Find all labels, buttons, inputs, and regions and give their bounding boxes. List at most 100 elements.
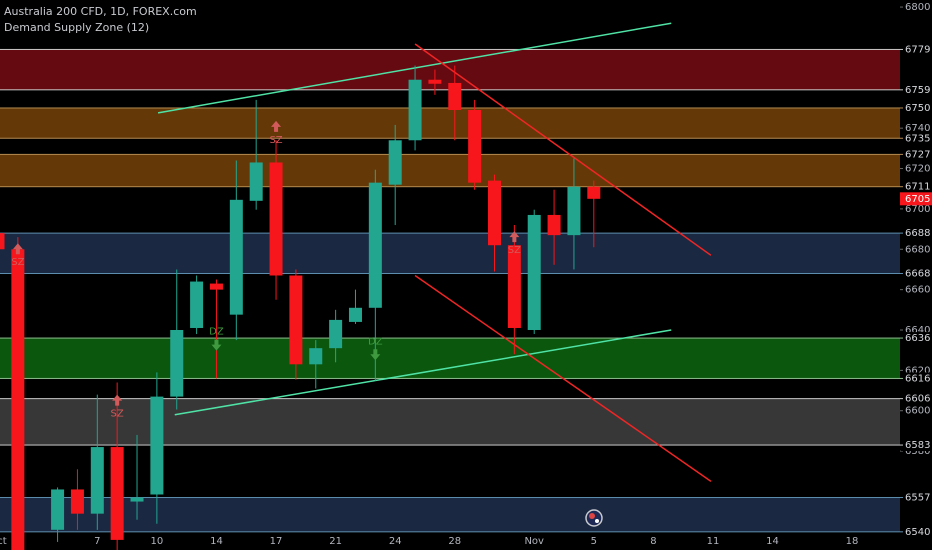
- globe-icon: [585, 509, 603, 527]
- zone-arrow: [509, 231, 520, 243]
- candle-body: [368, 182, 382, 308]
- y-tick-label: 6620: [905, 365, 930, 376]
- zone-edge-label: 6583: [905, 440, 930, 451]
- x-tick-label: Oct: [0, 536, 7, 547]
- candle-body: [170, 330, 184, 397]
- zone-edge-label: 6636: [905, 333, 930, 344]
- last-price-tag: [900, 192, 932, 206]
- zone-label-bg: [901, 132, 932, 145]
- x-tick-label: 14: [766, 536, 779, 547]
- x-tick-label: Nov: [524, 536, 544, 547]
- candle-body: [448, 82, 462, 110]
- zone-label-bg: [901, 43, 932, 56]
- zone-marker-label: DZ: [209, 327, 224, 338]
- candle-body: [269, 162, 283, 276]
- candle-body: [587, 186, 601, 199]
- chart-subtitle: Demand Supply Zone (12): [4, 21, 149, 34]
- zone-edge-label: 6606: [905, 394, 930, 405]
- zone-edge-label: 6750: [905, 103, 930, 114]
- zone-arrow: [271, 120, 282, 132]
- x-tick-label: 8: [650, 536, 656, 547]
- zone-marker-label: SZ: [111, 409, 124, 420]
- x-tick-label: 11: [707, 536, 720, 547]
- candle-body: [309, 348, 323, 365]
- zone: [0, 337, 900, 379]
- candle-body: [249, 162, 263, 201]
- zone-label-bg: [901, 83, 932, 96]
- zone-marker-label: SZ: [269, 135, 282, 146]
- x-tick-label: 28: [448, 536, 461, 547]
- zone-label-bg: [901, 180, 932, 193]
- candle-body: [388, 140, 402, 185]
- candle-body: [0, 233, 5, 250]
- zone-label-bg: [901, 332, 932, 345]
- x-tick-label: 21: [329, 536, 342, 547]
- zone-marker-label: SZ: [11, 257, 24, 268]
- candle-body: [289, 275, 303, 365]
- zone-arrow: [12, 243, 23, 255]
- zone-arrow: [211, 339, 222, 351]
- zone-edge-label: 6779: [905, 44, 930, 55]
- zone-label-bg: [901, 392, 932, 405]
- zone-label-bg: [901, 227, 932, 240]
- plot-area: SZ SZ SZ SZ DZ DZ: [0, 22, 900, 550]
- candle-body: [428, 79, 442, 84]
- zone-edge-label: 6557: [905, 493, 930, 504]
- last-price-label: 6705: [905, 194, 930, 205]
- x-tick-label: 10: [151, 536, 164, 547]
- zone-edge-label: 6759: [905, 85, 930, 96]
- trendline: [414, 274, 712, 482]
- zone: [0, 497, 900, 533]
- candle-body: [547, 214, 561, 236]
- y-tick-label: 6720: [905, 164, 930, 175]
- candle-body: [488, 180, 501, 246]
- zone-edge-label: 6711: [905, 182, 930, 193]
- zone: [0, 398, 900, 446]
- chart-title: Australia 200 CFD, 1D, FOREX.com: [4, 5, 197, 18]
- candle-body: [70, 489, 84, 514]
- zone-label-bg: [901, 372, 932, 385]
- y-tick-label: 6700: [905, 204, 930, 215]
- zone-label-bg: [901, 101, 932, 114]
- price-axis: 6800 6740 6720 6700 6680 6660 6640 6620 6600 6580…: [900, 2, 932, 538]
- candle-body: [408, 79, 422, 141]
- y-tick-label: 6680: [905, 244, 930, 255]
- candle-body: [229, 199, 243, 315]
- y-tick-label: 6640: [905, 325, 930, 336]
- candle-body: [348, 307, 362, 322]
- y-tick-label: 6580: [905, 446, 930, 457]
- zone-edge-label: 6735: [905, 133, 930, 144]
- candle-body: [130, 497, 144, 502]
- zone-arrow: [370, 349, 381, 361]
- x-tick-label: 14: [210, 536, 223, 547]
- candle-body: [527, 214, 541, 330]
- zone-marker-label: SZ: [508, 245, 521, 256]
- candle-body: [11, 249, 25, 550]
- candle-body: [567, 186, 581, 236]
- candle-body: [209, 283, 223, 290]
- candle-body: [90, 447, 104, 514]
- candle-body: [468, 110, 482, 183]
- zone-edge-label: 6688: [905, 228, 930, 239]
- zone-label-bg: [901, 439, 932, 452]
- zone-edge-label: 6727: [905, 149, 930, 160]
- x-tick-label: 18: [846, 536, 859, 547]
- trendline: [174, 329, 672, 416]
- zone-edge-label: 6616: [905, 373, 930, 384]
- time-axis: Oct 7 10 14 17 21 24 28 Nov 5 8 11 14 18: [0, 536, 858, 547]
- candle-body: [51, 489, 65, 530]
- zone-edge-label: 6540: [905, 527, 930, 538]
- zone-label-bg: [901, 525, 932, 538]
- zone-edge-label: 6668: [905, 268, 930, 279]
- zone-label-bg: [901, 491, 932, 504]
- y-tick-label: 6800: [905, 2, 930, 13]
- zone-arrow: [112, 394, 123, 406]
- x-tick-label: 7: [94, 536, 100, 547]
- candle-body: [190, 281, 204, 328]
- candle-body: [150, 396, 164, 495]
- zone: [0, 232, 900, 274]
- x-tick-label: 24: [389, 536, 402, 547]
- zone: [0, 107, 900, 139]
- candle-body: [110, 447, 124, 540]
